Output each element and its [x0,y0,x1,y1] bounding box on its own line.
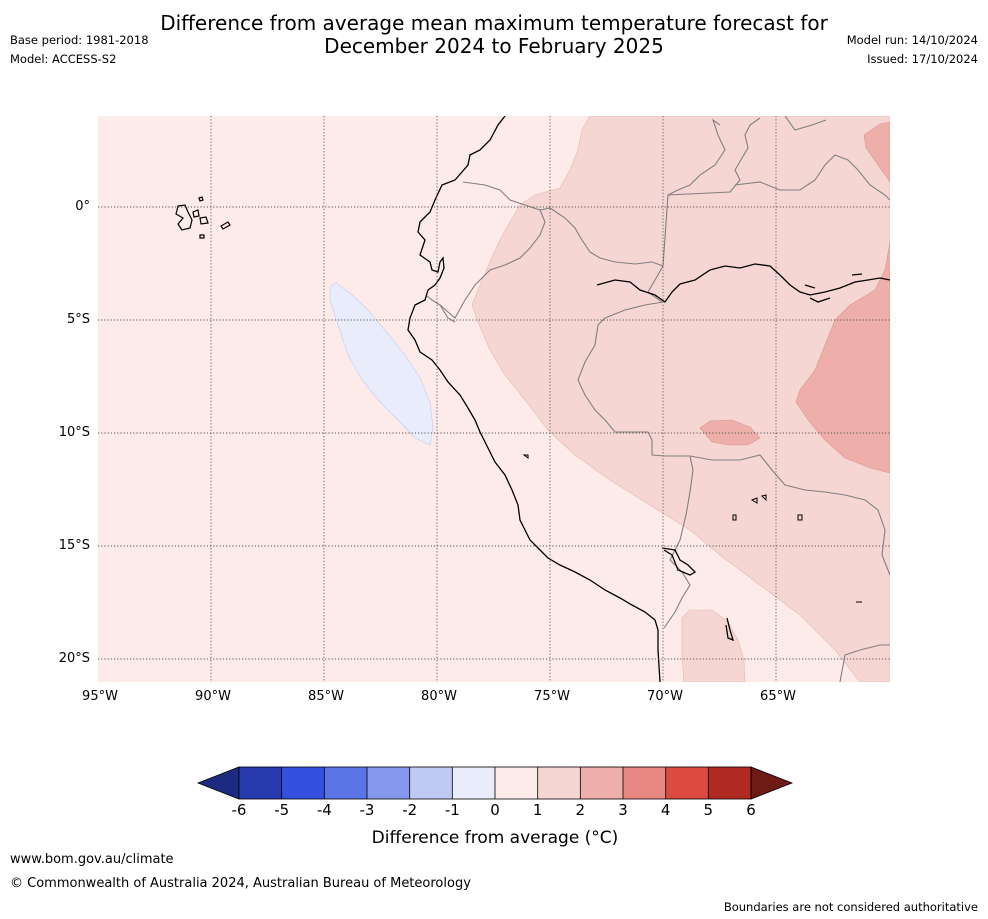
boundaries-disclaimer: Boundaries are not considered authoritat… [723,900,978,914]
lat-label: 5°S [66,312,90,327]
lat-label: 20°S [58,651,90,666]
colorbar-tick: -4 [316,801,332,819]
anomaly-2-to-3-east-region [795,241,890,474]
colorbar-tick: -3 [359,801,375,819]
colorbar-tick: -1 [444,801,460,819]
colorbar [196,766,794,800]
lon-label: 80°W [421,689,457,704]
colorbar-swatch [281,767,325,799]
small-lakes [522,454,862,603]
colorbar-swatch [708,767,751,799]
lat-label: 10°S [58,425,90,440]
colorbar-swatch [409,767,453,799]
colorbar-tick: -6 [231,801,247,819]
title-line-1: Difference from average mean maximum tem… [160,11,828,35]
colorbar-tick: 3 [618,801,628,819]
title-line-2: December 2024 to February 2025 [324,34,664,58]
copyright-notice: © Commonwealth of Australia 2024, Austra… [10,876,471,891]
colorbar-title: Difference from average (°C) [371,828,619,848]
forecast-map [98,116,890,682]
colorbar-swatch [495,767,538,799]
colorbar-swatch [239,767,282,799]
colorbar-swatch [537,767,581,799]
colorbar-extend-low [196,766,240,800]
coastlines [407,116,890,682]
graticule [98,116,890,682]
colorbar-swatch [367,767,410,799]
base-period: Base period: 1981-2018 [10,33,149,47]
colorbar-tick: 1 [532,801,543,819]
colorbar-tick: -2 [402,801,418,819]
lon-label: 70°W [647,689,683,704]
lon-label: 65°W [760,689,796,704]
colorbar-tick: 0 [490,801,500,819]
colorbar-outline [238,766,752,800]
anomaly-1-to-2-region [471,116,890,682]
colorbar-swatch [665,767,709,799]
anomaly-2-to-3-northeast-region [863,121,890,183]
colorbar-tick: 2 [575,801,586,819]
galapagos-islands [175,196,231,239]
colorbar-tick: -5 [274,801,290,819]
lon-label: 90°W [195,689,231,704]
colorbar-swatch [580,767,623,799]
colorbar-tick: 5 [703,801,714,819]
colorbar-tick: 6 [746,801,756,819]
colorbar-tick: 4 [660,801,671,819]
anomaly-minus-1-to-0-region [329,282,434,446]
country-borders [426,116,890,682]
map-title: Difference from average mean maximum tem… [0,12,988,58]
colorbar-swatch [452,767,495,799]
lon-label: 75°W [534,689,570,704]
lon-label: 85°W [308,689,344,704]
issued-date: Issued: 17/10/2024 [867,52,978,66]
bom-url-link[interactable]: www.bom.gov.au/climate [10,852,174,867]
model-name: Model: ACCESS-S2 [10,52,117,66]
lon-label: 95°W [82,689,118,704]
colorbar-dividers [281,767,709,799]
colorbar-extend-high [750,766,794,800]
lat-label: 15°S [58,538,90,553]
colorbar-swatch [623,767,666,799]
colorbar-swatch [324,767,367,799]
anomaly-2-to-3-small-patch [699,419,761,446]
lat-label: 0° [75,199,90,214]
model-run: Model run: 14/10/2024 [846,33,978,47]
